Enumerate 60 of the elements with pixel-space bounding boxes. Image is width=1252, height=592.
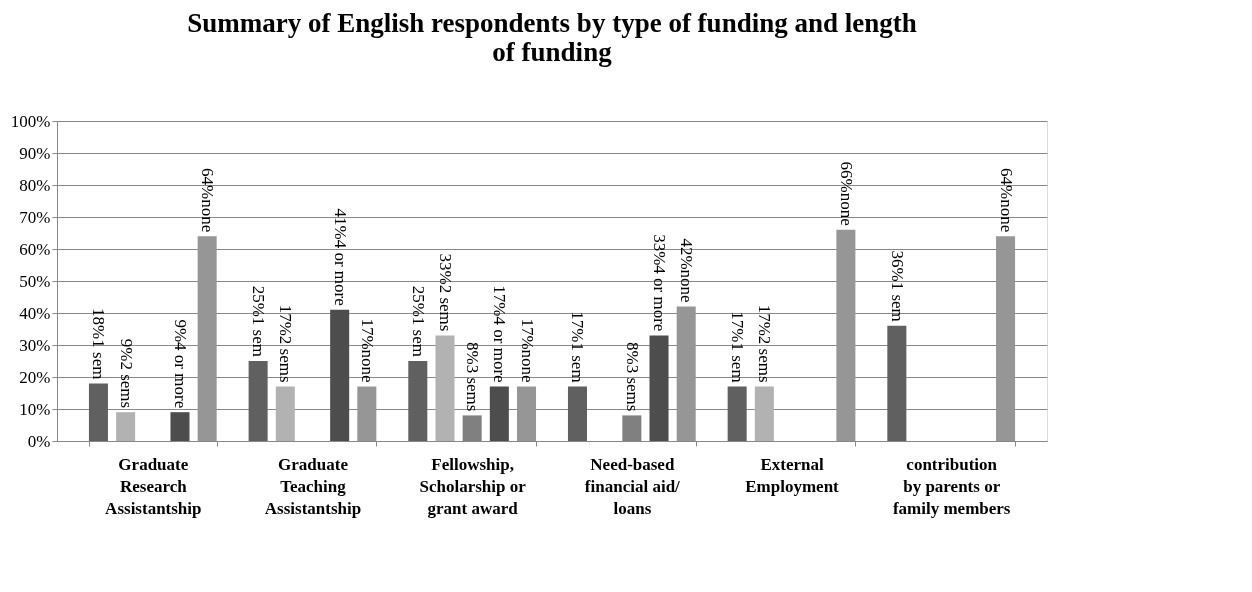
y-tick-label: 40% [19, 303, 51, 323]
bar [88, 383, 108, 441]
data-label: 66%none [836, 161, 856, 226]
y-tick-label: 90% [19, 143, 51, 163]
bar [248, 361, 268, 441]
data-label: 25%1 sem [408, 285, 428, 357]
y-tick-label: 60% [19, 239, 51, 259]
y-tick-label: 70% [19, 207, 51, 227]
data-label: 33%4 or more [650, 234, 670, 332]
bar [727, 386, 747, 441]
data-label: 17%2 sems [755, 304, 775, 383]
data-label: 9%4 or more [170, 319, 190, 409]
bar [836, 229, 856, 441]
data-label: 17%none [357, 318, 377, 383]
chart-title: Summary of English respondents by type of funding and length of funding [187, 8, 917, 67]
bar [435, 335, 455, 441]
x-tick-label: Graduate Research Assistantship [105, 454, 202, 518]
bar [517, 386, 537, 441]
x-tick-label: Need-based financial aid/ loans [584, 454, 681, 518]
y-tick-label: 20% [19, 367, 51, 387]
x-tick-label: Fellowship, Scholarship or grant award [419, 454, 527, 518]
bar [408, 361, 428, 441]
data-label: 36%1 sem [887, 250, 907, 322]
bar [330, 309, 350, 441]
x-tick-label: contribution by parents or family members [892, 454, 1011, 518]
bar [887, 325, 907, 441]
data-label: 8%3 sems [622, 341, 642, 412]
y-tick-label: 10% [19, 399, 51, 419]
data-label: 17%1 sem [728, 311, 748, 383]
bar [649, 335, 669, 441]
y-tick-label: 100% [10, 111, 51, 131]
y-tick-label: 0% [27, 431, 51, 451]
bar [489, 386, 509, 441]
data-label: 17%2 sems [276, 304, 296, 383]
bar [357, 386, 377, 441]
data-label: 9%2 sems [116, 338, 136, 409]
data-label: 18%1 sem [89, 308, 109, 380]
x-tick-label: External Employment [745, 454, 840, 496]
data-label: 33%2 sems [435, 253, 455, 332]
bar [197, 236, 217, 441]
data-label: 64%none [996, 167, 1016, 233]
y-tick-label: 30% [19, 335, 51, 355]
y-tick-label: 80% [19, 175, 51, 195]
data-label: 64%none [198, 167, 218, 233]
bar [116, 412, 136, 441]
bar [676, 306, 696, 441]
bar [275, 386, 295, 441]
data-label: 42%none [677, 238, 697, 303]
bar [996, 236, 1016, 441]
data-label: 17%4 or more [490, 285, 510, 383]
data-label: 17%none [517, 318, 537, 383]
data-label: 8%3 sems [463, 341, 483, 412]
x-tick-label: Graduate Teaching Assistantship [264, 454, 362, 518]
bar [170, 412, 190, 441]
data-label: 25%1 sem [249, 285, 269, 357]
bar [754, 386, 774, 441]
y-tick-label: 50% [19, 271, 51, 291]
bar [567, 386, 587, 441]
data-label: 17%1 sem [568, 311, 588, 383]
data-label: 41%4 or more [330, 208, 350, 306]
